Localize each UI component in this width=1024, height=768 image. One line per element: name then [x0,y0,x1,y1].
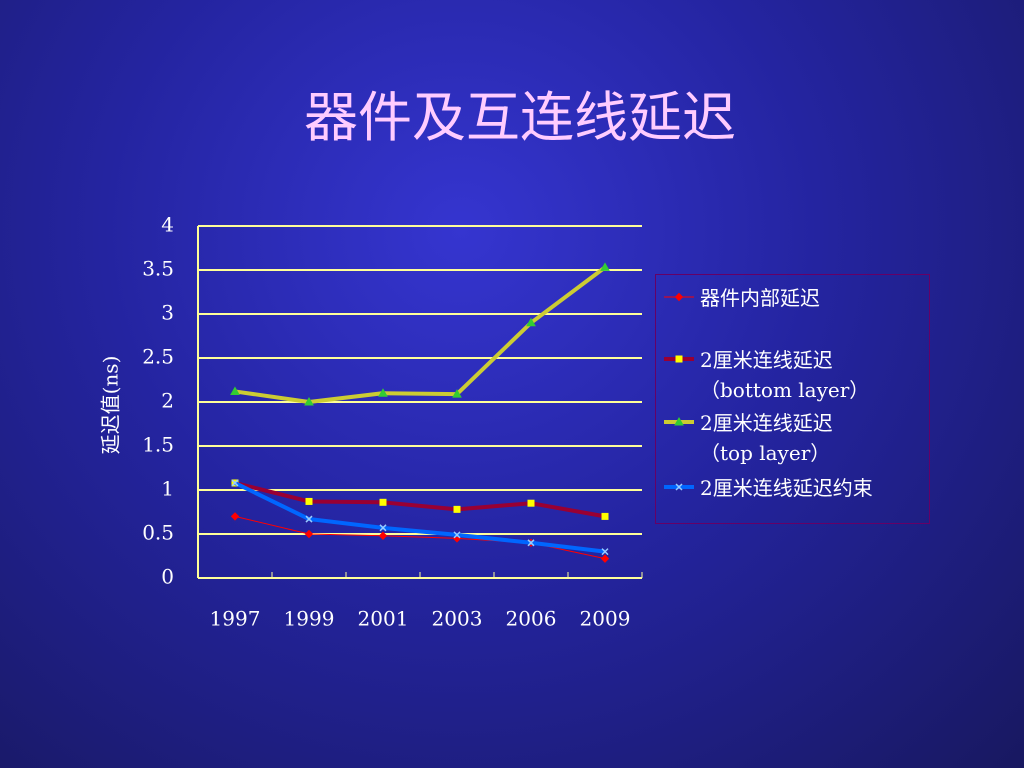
x-tick-label: 2009 [580,607,631,631]
y-tick-label: 4 [161,213,174,237]
marker [453,505,461,513]
marker [600,554,610,563]
marker [453,531,461,539]
y-tick-label: 0 [161,565,174,589]
legend-label: 器件内部延迟 [700,286,820,310]
y-tick-label: 3 [161,301,174,325]
marker [230,512,240,521]
series-line [234,481,606,554]
x-tick-label: 1997 [210,607,261,631]
legend-swatch [664,416,694,426]
marker [675,483,683,491]
series-line [234,481,606,519]
marker [674,292,684,302]
marker [379,498,387,506]
marker [305,515,313,523]
marker [230,386,240,395]
legend-label: 2厘米连线延迟约束 [700,476,873,500]
y-tick-label: 0.5 [142,521,174,545]
legend: 器件内部延迟 2厘米连线延迟 （bottom layer） 2厘米连线延迟 （top… [655,274,930,524]
legend-swatch [664,355,694,363]
series-line [234,265,607,404]
marker [378,388,388,397]
marker [305,497,313,505]
legend-item: 2厘米连线延迟约束 [664,473,873,503]
legend-item: 2厘米连线延迟 （bottom layer） [664,345,869,405]
marker [304,396,314,406]
x-tick-label: 2006 [506,607,557,631]
marker [527,539,535,547]
marker [675,355,683,363]
legend-item: 2厘米连线延迟 （top layer） [664,408,833,468]
marker [231,479,239,487]
marker [600,262,610,271]
marker [452,389,462,398]
legend-swatch [664,483,694,491]
y-tick-label: 1 [161,477,174,501]
legend-label: 2厘米连线延迟 （bottom layer） [700,348,870,402]
series-line [234,515,606,560]
x-tick-label: 2001 [358,607,409,631]
marker [526,317,536,327]
legend-label: 2厘米连线延迟 （top layer） [700,411,833,465]
marker [379,524,387,532]
marker [378,531,388,540]
y-tick-label: 2 [161,389,174,413]
marker [601,548,609,556]
marker [601,512,609,520]
marker [304,529,314,539]
legend-item: 器件内部延迟 [664,283,820,313]
y-tick-label: 2.5 [142,345,174,369]
marker [527,499,535,507]
y-tick-label: 1.5 [142,433,174,457]
marker [674,416,684,426]
legend-swatch [664,292,694,302]
y-axis-label: 延迟值(ns) [99,356,123,455]
chart-title: 器件及互连线延迟 [304,86,736,149]
y-tick-label: 3.5 [142,257,174,281]
x-tick-label: 2003 [432,607,483,631]
x-tick-label: 1999 [284,607,335,631]
